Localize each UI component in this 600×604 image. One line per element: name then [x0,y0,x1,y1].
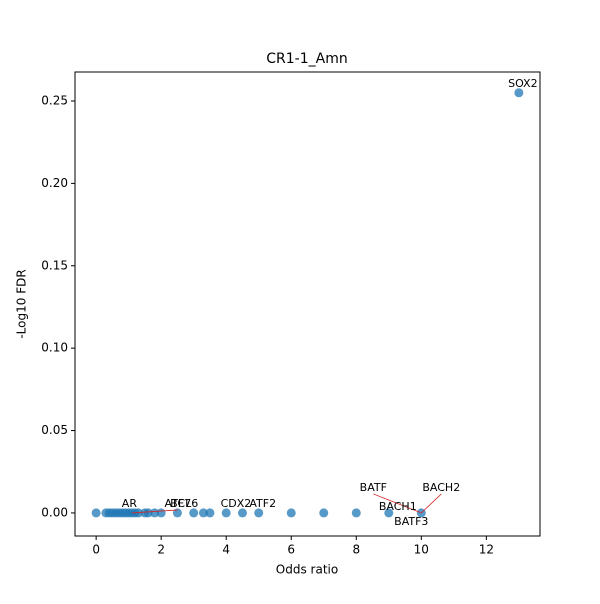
annotation: BCL6 [170,497,198,510]
point [172,508,182,518]
annotation: BATF [360,481,387,494]
y-tick-label: 0.00 [41,505,68,519]
annotation: BACH1 [379,500,417,513]
x-tick-label: 2 [157,543,165,557]
point [254,508,264,518]
x-tick-label: 0 [92,543,100,557]
point [221,508,231,518]
y-tick-label: 0.10 [41,341,68,355]
annotation: CDX2 [221,497,252,510]
point [237,508,247,518]
y-tick-label: 0.25 [41,94,68,108]
point [351,508,361,518]
annotation: BACH2 [422,481,460,494]
annotation: BATF3 [394,515,428,528]
point [286,508,296,518]
point [319,508,329,518]
point [514,88,524,98]
x-tick-label: 4 [222,543,230,557]
y-tick-label: 0.05 [41,423,68,437]
point [91,508,101,518]
x-tick-label: 10 [414,543,429,557]
point [143,508,153,518]
chart-title: CR1-1_Amn [266,51,347,67]
point [150,508,160,518]
x-tick-label: 6 [287,543,295,557]
annotation: ATF7 [165,497,192,510]
x-axis-label: Odds ratio [276,563,338,577]
point [198,508,208,518]
x-tick-label: 12 [479,543,494,557]
annotation-connector [373,493,422,514]
annotation: SOX2 [508,77,537,90]
point [384,508,394,518]
annotation-connector [421,493,442,514]
annotation-connector [131,509,178,514]
y-tick-label: 0.15 [41,258,68,272]
point [133,508,143,518]
plot-frame [74,71,541,537]
annotation: AR [122,497,138,510]
annotation: ATF2 [249,497,276,510]
x-tick-label: 8 [352,543,360,557]
point [205,508,215,518]
y-tick-label: 0.20 [41,176,68,190]
y-axis-label: -Log10 FDR [15,269,29,338]
point [189,508,199,518]
